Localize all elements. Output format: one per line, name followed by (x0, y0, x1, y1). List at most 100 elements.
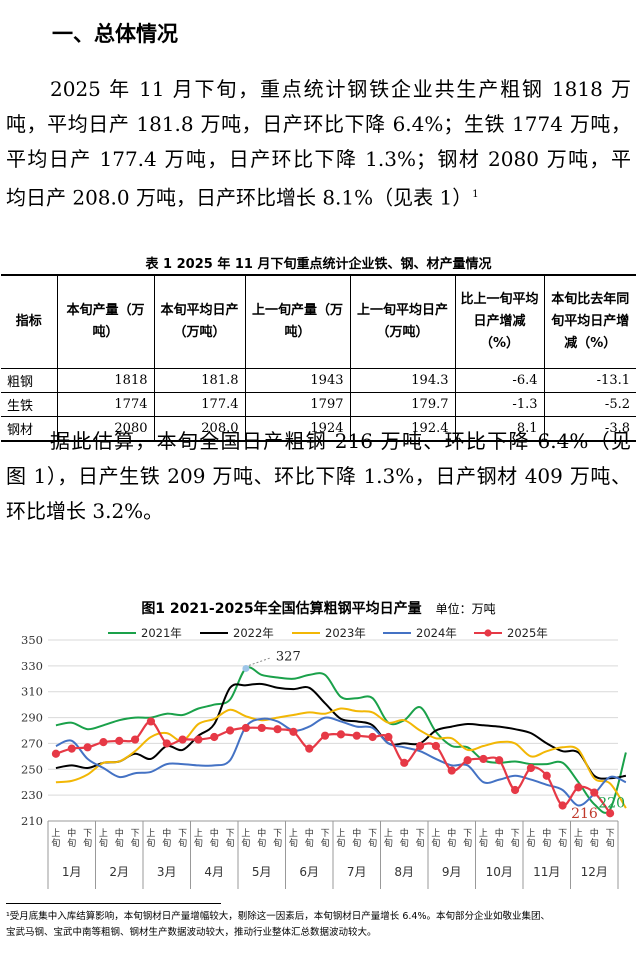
x-period-label: 中旬 (495, 827, 504, 849)
x-period-label: 中旬 (67, 827, 76, 849)
x-month-label: 7月 (347, 865, 367, 879)
series-point-2025 (495, 756, 504, 765)
x-period-label: 上旬 (99, 828, 108, 849)
series-point-2025 (162, 739, 171, 748)
legend-label: 2025年 (507, 626, 548, 640)
figure-title: 图1 2021-2025年全国估算粗钢平均日产量 单位：万吨 (0, 598, 637, 618)
table-cell: 2080 (56, 416, 154, 442)
x-period-label: 下旬 (463, 829, 472, 849)
series-point-2025 (415, 741, 425, 751)
x-month-label: 4月 (204, 865, 224, 879)
series-point-2025 (510, 785, 520, 795)
series-point-2025 (130, 735, 140, 744)
x-period-label: 上旬 (384, 828, 393, 849)
summary-line: 吨，平均日产 181.8 万吨，日产环比下降 6.4%；生铁 1774 万吨， (6, 112, 631, 136)
footnote-ref[interactable]: 1 (472, 189, 479, 200)
x-period-label: 下旬 (511, 829, 520, 849)
x-period-label: 下旬 (178, 829, 187, 849)
x-period-label: 上旬 (574, 828, 583, 849)
series-point-2025 (257, 723, 266, 733)
table-cell: 钢材 (1, 416, 57, 442)
series-line-2023年 (55, 707, 627, 809)
figure-unit: 单位：万吨 (435, 602, 496, 616)
table-cell: -6.4 (454, 368, 544, 393)
summary-line: 均日产 208.0 万吨，日产环比增长 8.1%（见表 1）1 (6, 177, 631, 216)
table-cell: -5.2 (543, 392, 636, 417)
series-point-2025 (210, 732, 219, 742)
series-point-2025 (558, 801, 567, 810)
y-tick-label: 330 (21, 659, 43, 673)
series-point-2025 (305, 744, 314, 753)
x-period-label: 上旬 (479, 828, 488, 849)
summary-paragraph: 2025 年 11 月下旬，重点统计钢铁企业共生产粗钢 1818 万 吨，平均日… (6, 72, 631, 216)
series-point-2025 (99, 738, 108, 747)
estimate-line: 环比增长 3.2%。 (6, 499, 164, 523)
table-header-cell: 本旬比去年同旬平均日产增减（%） (543, 275, 636, 369)
series-point-2025 (463, 756, 472, 765)
series-point-2025 (241, 723, 251, 733)
summary-line: 平均日产 177.4 万吨，日产环比下降 1.3%；钢材 2080 万吨，平 (6, 147, 631, 171)
x-month-label: 1月 (62, 865, 82, 879)
table-caption: 表 1 2025 年 11 月下旬重点统计企业铁、钢、材产量情况 (145, 257, 492, 272)
table-cell: 177.4 (153, 392, 245, 417)
estimate-paragraph: 据此估算，本旬全国日产粗钢 216 万吨、环比下降 6.4%（见 图 1），日产… (6, 424, 631, 529)
series-point-2025 (479, 754, 488, 764)
annotation-label: 220 (598, 795, 625, 811)
series-point-2025 (273, 725, 282, 734)
x-period-label: 下旬 (558, 829, 567, 849)
table-header-cell: 上一旬产量（万吨） (244, 275, 350, 369)
y-tick-label: 310 (21, 685, 43, 699)
summary-line: 2025 年 11 月下旬，重点统计钢铁企业共生产粗钢 1818 万 (50, 77, 631, 101)
table-cell: 1943 (244, 368, 350, 393)
table-cell: 194.3 (349, 368, 455, 393)
series-point-2025 (384, 732, 393, 742)
table-cell: 192.4 (349, 416, 455, 442)
footnote-line: ¹受月底集中入库结算影响，本旬钢材日产量增幅较大，剔除这一因素后，本旬钢材日产量… (6, 911, 550, 922)
production-table: 指标 本旬产量（万吨） 本旬平均日产（万吨） 上一旬产量（万吨） 上一旬平均日产（万吨）… (1, 274, 636, 442)
series-point-2025 (542, 771, 551, 780)
steel-output-chart: 210230250270290310330350上旬中旬下旬上旬中旬下旬上旬中旬… (21, 626, 627, 889)
series-point-2025 (320, 731, 330, 740)
peak-leader (248, 657, 272, 666)
table-header-cell: 本旬产量（万吨） (56, 275, 154, 369)
series-point-2025 (289, 727, 298, 736)
x-period-label: 下旬 (83, 829, 92, 849)
table-cell: 1797 (244, 392, 350, 417)
series-point-2025 (225, 726, 235, 735)
x-period-label: 上旬 (241, 828, 250, 849)
footnote-line: 宝武马钢、宝武中南等粗钢、钢材生产数据波动较大，推动行业整体汇总数据波动较大。 (6, 927, 377, 938)
x-month-label: 5月 (252, 865, 272, 879)
series-point-2025 (447, 766, 456, 775)
table-cell: -1.3 (454, 392, 544, 417)
y-tick-label: 250 (21, 762, 43, 776)
table-body: 粗钢 1818 181.8 1943 194.3 -6.4 -13.1 生铁 1774 177.4… (1, 368, 636, 442)
series-point-2025 (352, 731, 361, 740)
x-month-label: 12月 (581, 865, 608, 879)
x-period-label: 上旬 (146, 828, 155, 849)
x-month-label: 10月 (486, 865, 513, 879)
table-header-cell: 本旬平均日产（万吨） (153, 275, 245, 369)
x-period-label: 下旬 (131, 829, 140, 849)
series-point-2025 (605, 809, 615, 818)
series-point-2025 (400, 758, 409, 767)
x-month-label: 6月 (299, 865, 319, 879)
legend-marker (484, 629, 492, 637)
table-row: 钢材 2080 208.0 1924 192.4 8.1 -3.8 (1, 416, 636, 442)
x-period-label: 上旬 (336, 828, 345, 849)
series-point-2025 (67, 744, 76, 753)
summary-line-text: 均日产 208.0 万吨，日产环比增长 8.1%（见表 1） (6, 185, 473, 210)
x-period-label: 上旬 (431, 828, 440, 849)
x-month-label: 2月 (109, 865, 129, 879)
x-period-label: 下旬 (321, 829, 330, 849)
footnote-divider (6, 903, 221, 904)
table-cell: 181.8 (153, 368, 245, 393)
table-cell: 179.7 (349, 392, 455, 417)
x-period-label: 中旬 (352, 827, 361, 849)
x-period-label: 下旬 (368, 829, 377, 849)
series-point-2025 (336, 730, 346, 739)
x-period-label: 中旬 (305, 827, 314, 849)
x-period-label: 上旬 (526, 828, 535, 849)
y-tick-label: 350 (21, 633, 43, 647)
table-header-cell: 上一旬平均日产（万吨） (349, 275, 455, 369)
legend-label: 2022年 (233, 626, 274, 640)
